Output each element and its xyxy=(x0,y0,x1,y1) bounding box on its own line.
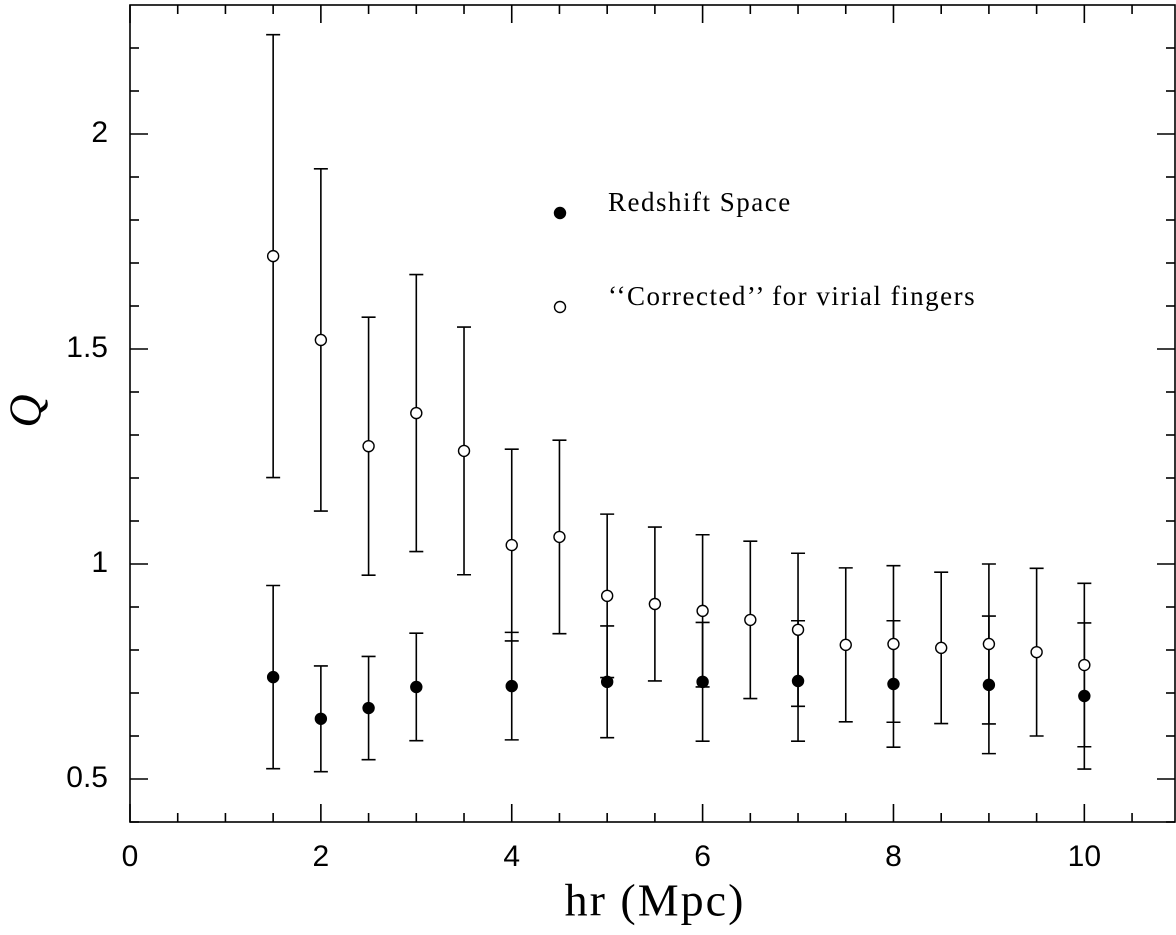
marker xyxy=(362,701,375,715)
y-tick-label: 0.5 xyxy=(66,761,108,794)
marker xyxy=(648,597,662,611)
marker xyxy=(1030,645,1043,659)
y-tick-label: 1.5 xyxy=(66,331,108,364)
y-axis-label: Q xyxy=(0,392,51,427)
marker xyxy=(887,637,900,651)
x-tick-label: 2 xyxy=(313,840,330,873)
marker xyxy=(266,249,280,263)
marker xyxy=(505,679,518,693)
marker xyxy=(314,333,328,347)
marker xyxy=(410,680,423,694)
marker xyxy=(839,638,852,652)
marker xyxy=(505,538,518,552)
marker xyxy=(410,406,423,420)
x-tick-label: 8 xyxy=(885,840,902,873)
marker xyxy=(553,530,566,544)
marker xyxy=(362,439,375,453)
legend-label: Redshift Space xyxy=(608,187,792,217)
legend-marker xyxy=(553,300,567,314)
x-tick-label: 6 xyxy=(694,840,711,873)
plot-frame xyxy=(129,4,1176,823)
marker xyxy=(457,444,471,458)
marker xyxy=(934,641,948,655)
marker xyxy=(600,589,614,603)
x-tick-label: 0 xyxy=(122,840,139,873)
marker xyxy=(1078,658,1091,672)
y-tick-label: 1 xyxy=(91,546,108,579)
x-axis-label: hr (Mpc) xyxy=(565,875,746,926)
x-tick-label: 4 xyxy=(503,840,520,873)
marker xyxy=(314,712,328,725)
x-tick-label: 10 xyxy=(1068,840,1101,873)
marker xyxy=(791,623,805,636)
legend-label: ‘‘Corrected’’ for virial fingers xyxy=(608,281,976,311)
marker xyxy=(696,604,709,618)
marker xyxy=(744,613,757,627)
marker xyxy=(266,670,280,684)
y-tick-label: 2 xyxy=(91,116,108,149)
marker xyxy=(982,637,996,651)
legend-marker xyxy=(553,206,567,220)
